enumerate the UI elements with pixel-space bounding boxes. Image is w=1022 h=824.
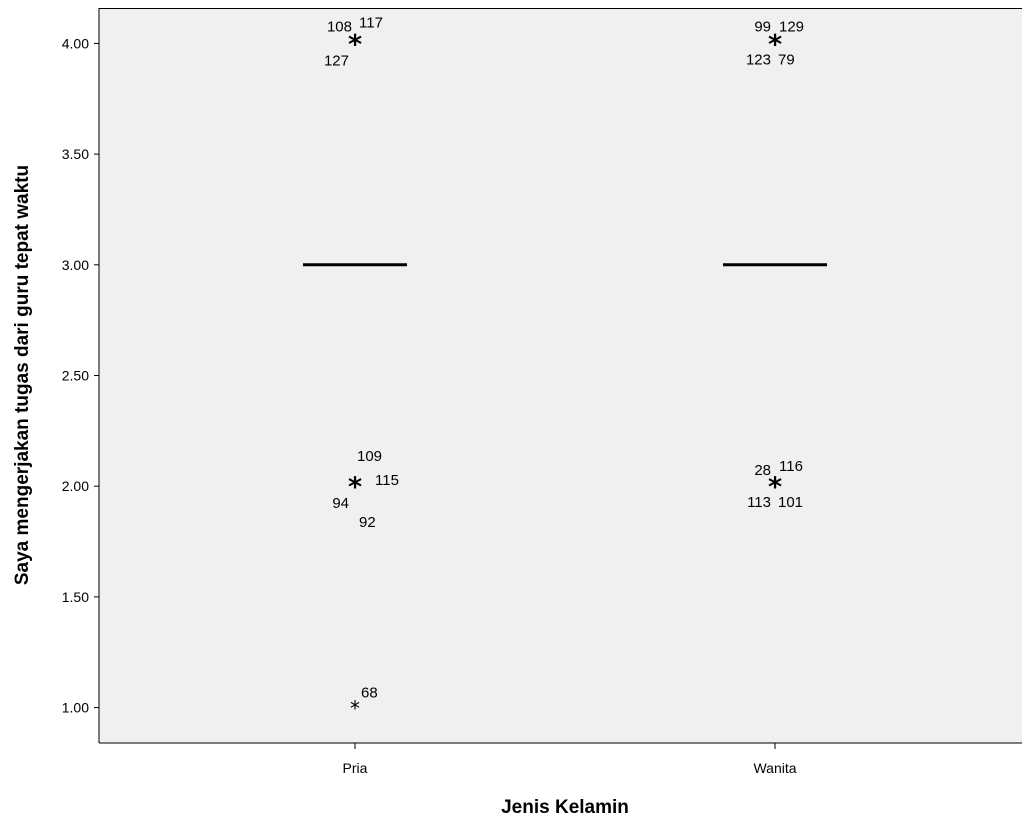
plot-area — [99, 8, 1022, 743]
case-label: 127 — [324, 52, 349, 69]
x-tick-label: Pria — [343, 760, 368, 776]
y-tick-label: 3.50 — [62, 146, 89, 162]
case-label: 117 — [359, 14, 383, 31]
y-tick-label: 3.00 — [62, 257, 89, 273]
outlier-marker: * — [768, 472, 782, 503]
case-label: 115 — [375, 472, 399, 489]
case-label: 94 — [332, 495, 349, 512]
case-label: 68 — [361, 685, 378, 702]
case-label: 92 — [359, 514, 376, 531]
outlier-marker: * — [348, 29, 362, 60]
y-tick-label: 2.00 — [62, 478, 89, 494]
case-label: 123 — [746, 51, 771, 68]
y-tick-label: 1.50 — [62, 589, 89, 605]
case-label: 101 — [778, 494, 803, 511]
case-label: 109 — [357, 448, 382, 465]
y-tick-label: 1.00 — [62, 700, 89, 716]
y-ticks: 1.00 1.50 2.00 2.50 3.00 3.50 4.00 — [62, 35, 99, 716]
y-axis-title: Saya mengerjakan tugas dari guru tepat w… — [12, 165, 33, 585]
case-label: 99 — [754, 18, 771, 35]
case-label: 28 — [754, 462, 771, 479]
x-axis-title: Jenis Kelamin — [501, 797, 629, 818]
x-ticks: Pria Wanita — [343, 743, 797, 776]
case-label: 129 — [779, 18, 804, 35]
case-label: 108 — [327, 18, 352, 35]
case-label: 79 — [778, 51, 795, 68]
y-tick-label: 2.50 — [62, 368, 89, 384]
case-label: 113 — [747, 494, 771, 511]
y-tick-label: 4.00 — [62, 35, 89, 51]
outlier-marker: * — [348, 472, 362, 503]
case-label: 116 — [779, 458, 803, 475]
x-tick-label: Wanita — [753, 760, 796, 776]
outlier-marker: * — [350, 697, 360, 721]
outlier-marker: * — [768, 29, 782, 60]
